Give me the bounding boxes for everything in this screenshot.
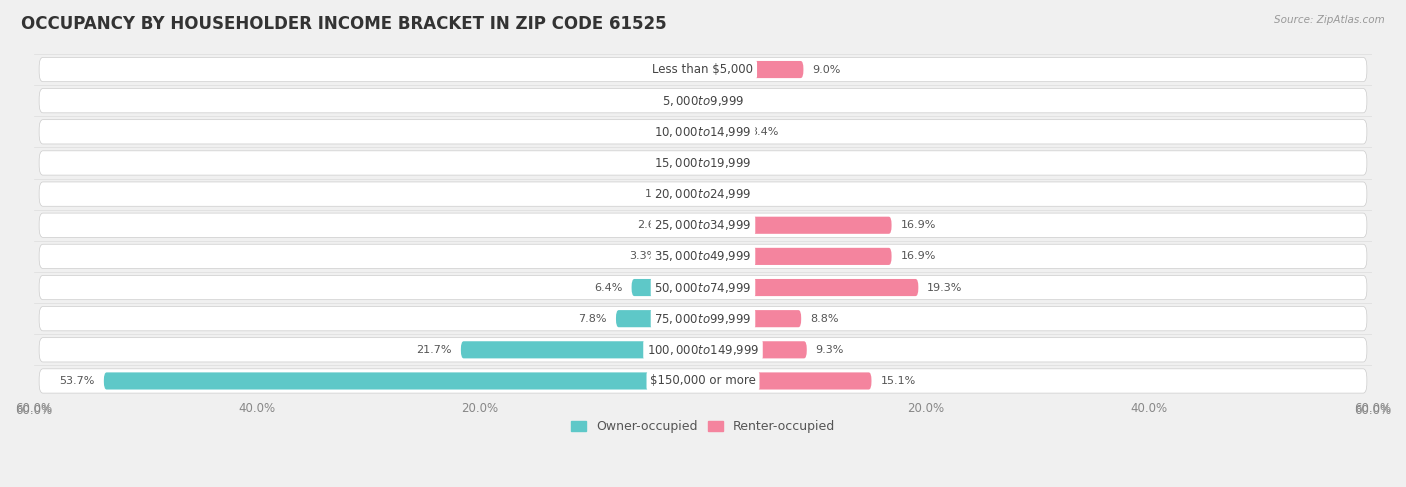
FancyBboxPatch shape: [703, 123, 741, 140]
Text: $100,000 to $149,999: $100,000 to $149,999: [647, 343, 759, 357]
FancyBboxPatch shape: [39, 244, 1367, 268]
FancyBboxPatch shape: [39, 182, 1367, 206]
Text: 60.0%: 60.0%: [15, 404, 52, 417]
FancyBboxPatch shape: [682, 186, 703, 203]
Text: 1.3%: 1.3%: [651, 127, 679, 137]
FancyBboxPatch shape: [703, 61, 803, 78]
Text: $25,000 to $34,999: $25,000 to $34,999: [654, 218, 752, 232]
Text: OCCUPANCY BY HOUSEHOLDER INCOME BRACKET IN ZIP CODE 61525: OCCUPANCY BY HOUSEHOLDER INCOME BRACKET …: [21, 15, 666, 33]
FancyBboxPatch shape: [689, 123, 703, 140]
Text: 19.3%: 19.3%: [928, 282, 963, 293]
Text: $50,000 to $74,999: $50,000 to $74,999: [654, 281, 752, 295]
Text: Source: ZipAtlas.com: Source: ZipAtlas.com: [1274, 15, 1385, 25]
Text: 3.3%: 3.3%: [628, 251, 657, 262]
FancyBboxPatch shape: [703, 279, 918, 296]
Text: $75,000 to $99,999: $75,000 to $99,999: [654, 312, 752, 326]
Text: Less than $5,000: Less than $5,000: [652, 63, 754, 76]
Text: 15.1%: 15.1%: [880, 376, 915, 386]
Text: 16.9%: 16.9%: [900, 251, 936, 262]
Text: 21.7%: 21.7%: [416, 345, 451, 355]
FancyBboxPatch shape: [39, 275, 1367, 300]
Text: $35,000 to $49,999: $35,000 to $49,999: [654, 249, 752, 263]
FancyBboxPatch shape: [39, 337, 1367, 362]
Text: 0.68%: 0.68%: [720, 158, 755, 168]
Text: $10,000 to $14,999: $10,000 to $14,999: [654, 125, 752, 139]
FancyBboxPatch shape: [703, 248, 891, 265]
FancyBboxPatch shape: [703, 217, 891, 234]
Text: $20,000 to $24,999: $20,000 to $24,999: [654, 187, 752, 201]
Text: 2.6%: 2.6%: [637, 220, 665, 230]
Text: 60.0%: 60.0%: [1354, 404, 1391, 417]
Text: 16.9%: 16.9%: [900, 220, 936, 230]
Text: 9.3%: 9.3%: [815, 345, 844, 355]
FancyBboxPatch shape: [461, 341, 703, 358]
Text: 53.7%: 53.7%: [59, 376, 96, 386]
FancyBboxPatch shape: [631, 279, 703, 296]
FancyBboxPatch shape: [39, 213, 1367, 237]
FancyBboxPatch shape: [616, 310, 703, 327]
FancyBboxPatch shape: [39, 57, 1367, 82]
FancyBboxPatch shape: [703, 310, 801, 327]
FancyBboxPatch shape: [104, 373, 703, 390]
Text: 1.2%: 1.2%: [652, 65, 681, 75]
Text: 8.8%: 8.8%: [810, 314, 838, 324]
FancyBboxPatch shape: [39, 151, 1367, 175]
Text: $5,000 to $9,999: $5,000 to $9,999: [662, 94, 744, 108]
FancyBboxPatch shape: [703, 186, 710, 203]
Text: 0.68%: 0.68%: [720, 189, 755, 199]
FancyBboxPatch shape: [703, 341, 807, 358]
FancyBboxPatch shape: [703, 373, 872, 390]
FancyBboxPatch shape: [703, 154, 710, 171]
Text: 6.4%: 6.4%: [595, 282, 623, 293]
Text: $15,000 to $19,999: $15,000 to $19,999: [654, 156, 752, 170]
Text: 0.0%: 0.0%: [666, 95, 695, 106]
Text: 0.26%: 0.26%: [655, 158, 692, 168]
Text: $150,000 or more: $150,000 or more: [650, 375, 756, 388]
Text: 0.0%: 0.0%: [711, 95, 740, 106]
FancyBboxPatch shape: [689, 61, 703, 78]
FancyBboxPatch shape: [39, 89, 1367, 113]
FancyBboxPatch shape: [700, 154, 703, 171]
Text: 7.8%: 7.8%: [578, 314, 607, 324]
Text: 1.9%: 1.9%: [644, 189, 673, 199]
FancyBboxPatch shape: [39, 306, 1367, 331]
Legend: Owner-occupied, Renter-occupied: Owner-occupied, Renter-occupied: [567, 415, 839, 438]
FancyBboxPatch shape: [39, 120, 1367, 144]
FancyBboxPatch shape: [673, 217, 703, 234]
Text: 9.0%: 9.0%: [813, 65, 841, 75]
FancyBboxPatch shape: [666, 248, 703, 265]
Text: 3.4%: 3.4%: [749, 127, 779, 137]
FancyBboxPatch shape: [39, 369, 1367, 393]
